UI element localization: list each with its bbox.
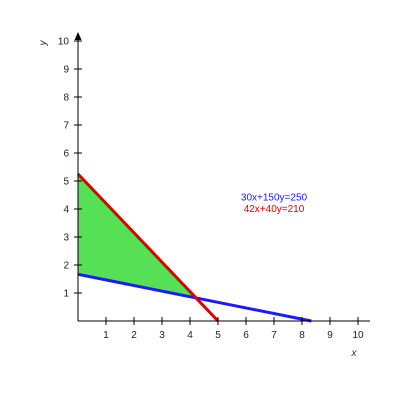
y-tick-label: 5 [63,177,69,188]
x-tick-label: 7 [271,330,277,341]
y-tick-label: 4 [63,205,69,216]
y-tick-label: 8 [63,93,69,104]
x-tick-label: 5 [215,330,221,341]
x-tick-label: 2 [131,330,137,341]
equation-label-2: 42x+40y=210 [244,204,305,215]
x-tick-label: 4 [187,330,193,341]
y-tick-label: 3 [63,233,69,244]
y-tick-label: 9 [63,65,69,76]
equation-label-1: 30x+150y=250 [241,193,308,204]
y-tick-label: 1 [63,289,69,300]
x-tick-label: 8 [299,330,305,341]
y-tick-label: 7 [63,121,69,132]
x-tick-label: 3 [159,330,165,341]
x-axis-title: x [351,348,358,359]
constraint-line-2 [76,172,220,323]
x-tick-label: 1 [103,330,109,341]
y-axis-arrow [74,32,82,40]
y-axis-title: y [38,40,49,47]
y-tick-label: 2 [63,261,69,272]
x-tick-label: 10 [352,330,364,341]
x-tick-label: 9 [327,330,333,341]
x-tick-label: 6 [243,330,249,341]
y-tick-label: 6 [63,149,69,160]
y-tick-label: 10 [58,37,70,48]
